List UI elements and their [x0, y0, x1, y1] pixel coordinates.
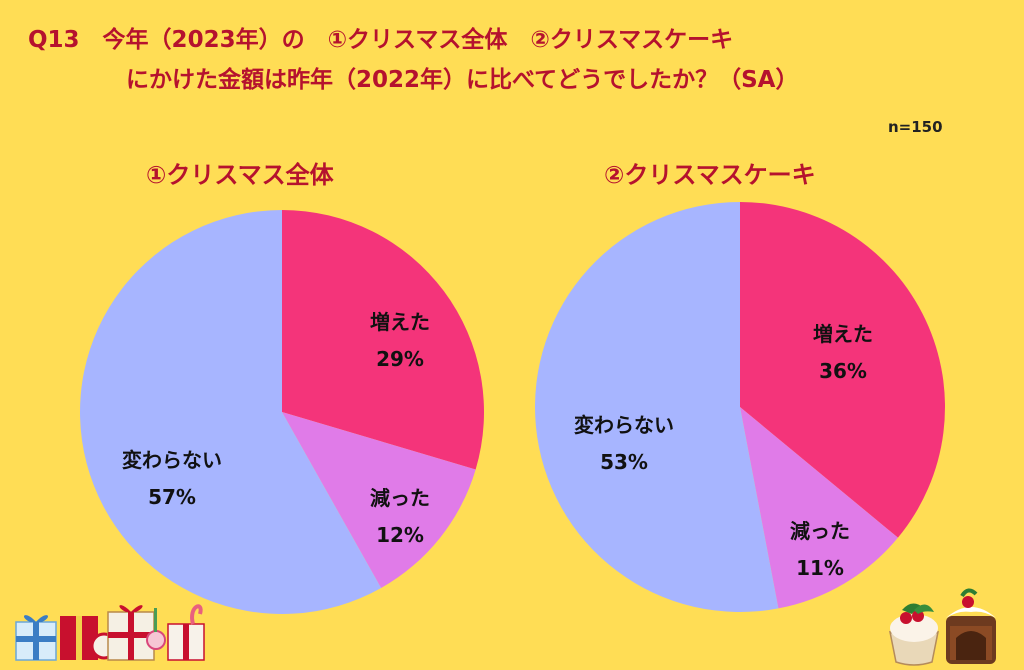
- pie-2-slice-increased: [740, 202, 945, 538]
- pie-2-value-unchanged: 53%: [600, 450, 648, 474]
- pie-chart-cake: 増えた 36% 減った 11% 変わらない 53%: [535, 202, 945, 612]
- pie-2-label-increased: 増えた: [813, 322, 873, 346]
- pie-1-value-unchanged: 57%: [148, 485, 196, 509]
- pie-2-slice-decreased: [740, 407, 898, 609]
- gift-boxes-icon: [15, 604, 205, 661]
- pie-1-slice-increased: [282, 210, 485, 470]
- pie-1-value-decreased: 12%: [376, 523, 424, 547]
- pie-2-label-unchanged: 変わらない: [574, 413, 674, 437]
- pie-2-value-increased: 36%: [819, 359, 867, 383]
- pie-1-label-increased: 増えた: [370, 310, 430, 334]
- pie-1-slice-decreased: [282, 412, 476, 589]
- title-line-1: Q13 今年（2023年）の ①クリスマス全体 ②クリスマスケーキ: [28, 27, 734, 53]
- pie-1-slice-unchanged: [80, 210, 382, 614]
- pie-chart-overall: 増えた 29% 減った 12% 変わらない 57%: [80, 210, 485, 614]
- pie-1-label-unchanged: 変わらない: [122, 448, 222, 472]
- chart-1-title: ①クリスマス全体: [146, 161, 334, 189]
- sample-size-label: n=150: [888, 118, 943, 136]
- title-line-2: にかけた金額は昨年（2022年）に比べてどうでしたか？（SA）: [126, 67, 799, 93]
- pie-2-value-decreased: 11%: [796, 556, 844, 580]
- pie-2-label-decreased: 減った: [790, 519, 850, 543]
- pie-1-value-increased: 29%: [376, 347, 424, 371]
- pie-1-label-decreased: 減った: [370, 486, 430, 510]
- christmas-cake-icon: [888, 588, 996, 666]
- pie-2-slice-unchanged: [535, 202, 779, 612]
- chart-2-title: ②クリスマスケーキ: [604, 161, 816, 189]
